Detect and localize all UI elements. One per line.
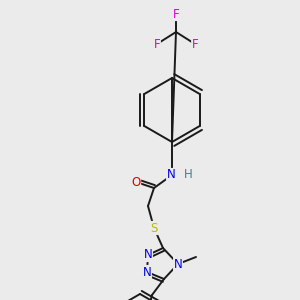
Text: N: N: [167, 169, 176, 182]
Text: F: F: [192, 38, 198, 50]
Text: O: O: [131, 176, 141, 188]
Text: S: S: [150, 221, 158, 235]
Text: N: N: [174, 257, 182, 271]
Text: N: N: [142, 266, 152, 278]
Text: N: N: [115, 299, 124, 300]
Text: N: N: [144, 248, 152, 262]
Text: F: F: [173, 8, 179, 20]
Text: F: F: [154, 38, 160, 50]
Text: H: H: [184, 169, 192, 182]
